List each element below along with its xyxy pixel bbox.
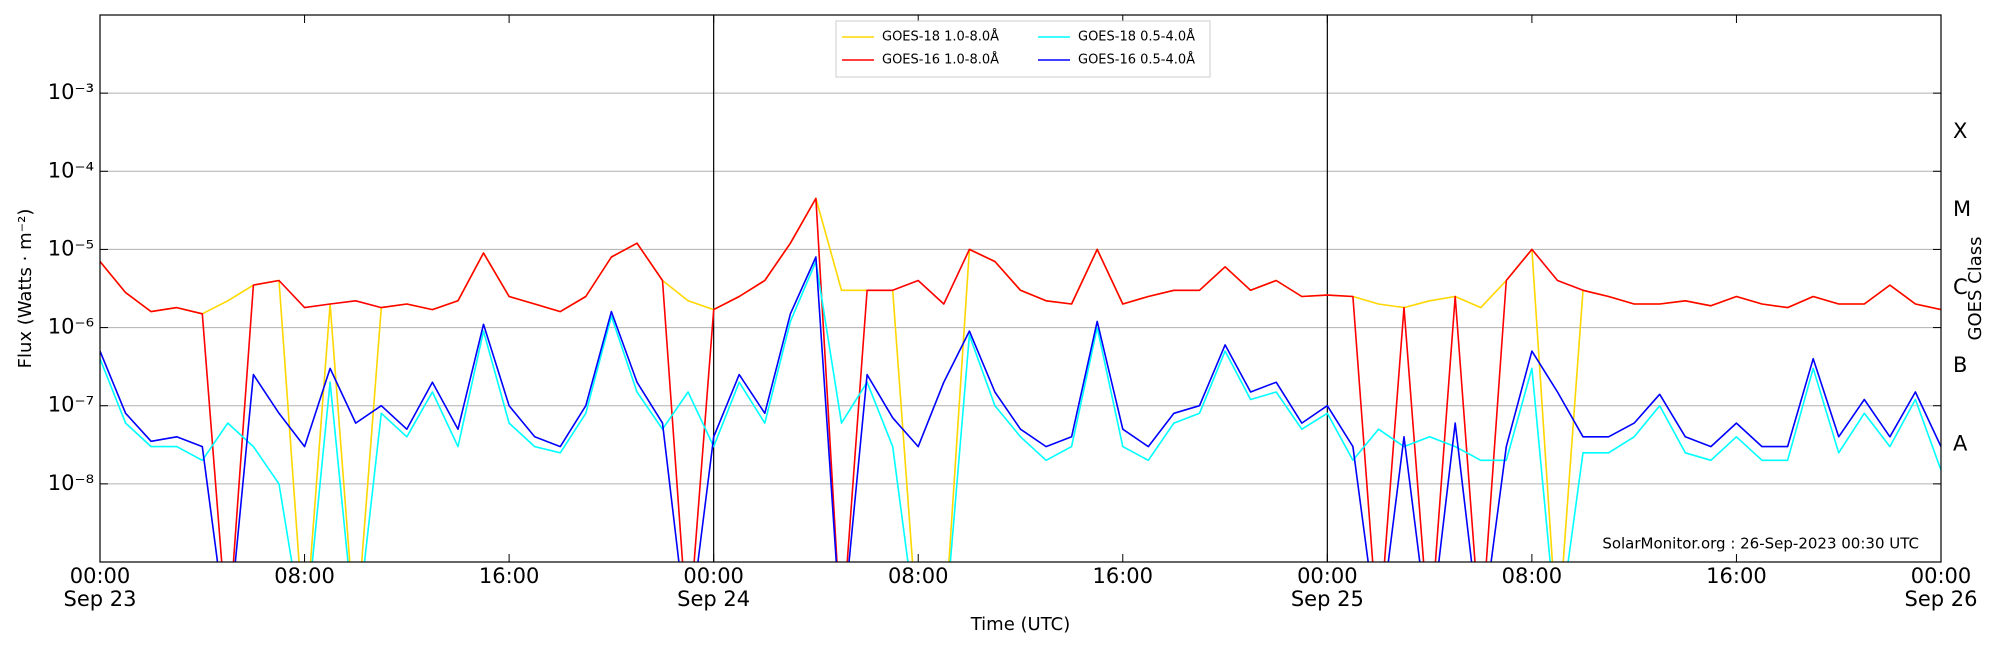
y-tick-label: 10⁻⁵ [48,236,94,260]
plot-frame [99,14,1942,563]
plot-lines [100,197,1941,562]
legend-label: GOES-18 0.5-4.0Å [1078,29,1195,45]
x-day-label: Sep 25 [1291,587,1364,611]
x-day-label: Sep 23 [64,587,137,611]
x-tick-label: 16:00 [1706,564,1767,588]
x-tick-label: 00:00 [70,564,131,588]
y-tick-label: 10⁻³ [48,80,94,104]
legend-label: GOES-16 0.5-4.0Å [1078,52,1195,68]
legend-label: GOES-18 1.0-8.0Å [882,29,999,45]
series-line [100,260,1941,562]
y-tick-label: 10⁻⁸ [48,471,94,495]
x-tick-label: 00:00 [683,564,744,588]
labels: 10⁻⁸ 10⁻⁷ 10⁻⁶ 10⁻⁵ 10⁻⁴ 10⁻³ 00:00 08:00 16:00 0… [48,15,1978,611]
legend-label: GOES-16 1.0-8.0Å [882,52,999,68]
x-tick-label: 16:00 [1093,564,1154,588]
legend: GOES-18 1.0-8.0Å GOES-16 1.0-8.0Å GOES-18 … [842,29,1195,68]
y-axis-label: Flux (Watts · m⁻²) [15,209,36,369]
y-tick-label: 10⁻⁷ [48,393,94,417]
x-tick-label: 16:00 [479,564,540,588]
x-axis-label: Time (UTC) [970,614,1071,635]
class-label: B [1953,353,1967,377]
class-label: C [1953,275,1968,299]
grid [100,15,1941,562]
y-tick-label: 10⁻⁴ [48,158,94,182]
series-line [100,197,1941,562]
x-tick-label: 00:00 [1911,564,1972,588]
x-tick-label: 00:00 [1297,564,1358,588]
x-tick-label: 08:00 [888,564,949,588]
x-day-label: Sep 26 [1905,587,1978,611]
series-line [100,197,1941,562]
class-label: X [1953,119,1967,143]
series-line [100,256,1941,562]
y2-axis-label: GOES Class [1965,237,1986,341]
y-tick-label: 10⁻⁶ [48,315,94,339]
class-label: A [1953,431,1968,455]
x-tick-label: 08:00 [1502,564,1563,588]
annotation: SolarMonitor.org : 26-Sep-2023 00:30 UTC [1602,535,1919,553]
legend-box [835,20,1211,78]
x-day-label: Sep 24 [677,587,750,611]
x-tick-label: 08:00 [274,564,335,588]
class-label: M [1953,197,1971,221]
